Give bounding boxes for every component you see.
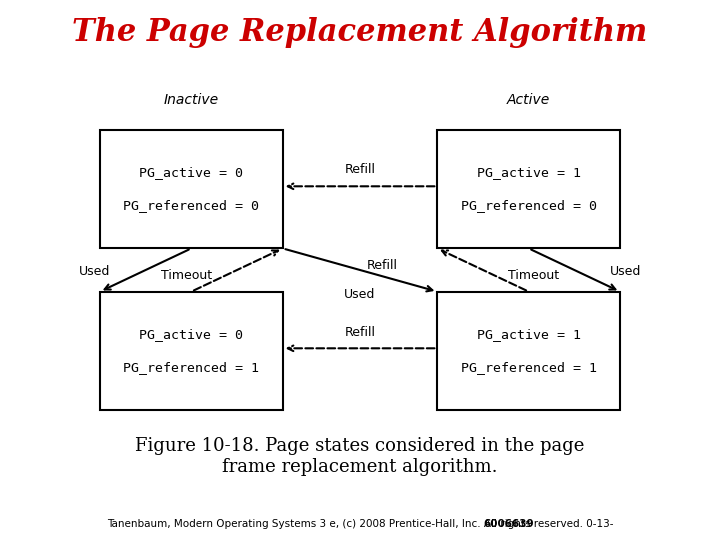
Text: Refill: Refill bbox=[344, 163, 376, 176]
Text: Figure 10-18. Page states considered in the page
frame replacement algorithm.: Figure 10-18. Page states considered in … bbox=[135, 437, 585, 476]
FancyBboxPatch shape bbox=[437, 130, 620, 248]
Text: Active: Active bbox=[507, 93, 550, 107]
Text: Tanenbaum, Modern Operating Systems 3 e, (c) 2008 Prentice-Hall, Inc. All rights: Tanenbaum, Modern Operating Systems 3 e,… bbox=[107, 519, 613, 529]
Text: PG_referenced = 0: PG_referenced = 0 bbox=[123, 199, 259, 212]
Text: Used: Used bbox=[79, 265, 111, 278]
Text: PG_referenced = 1: PG_referenced = 1 bbox=[461, 361, 597, 374]
Text: PG_active = 1: PG_active = 1 bbox=[477, 166, 580, 179]
Text: PG_active = 0: PG_active = 0 bbox=[140, 166, 243, 179]
Text: Timeout: Timeout bbox=[161, 269, 212, 282]
Text: Timeout: Timeout bbox=[508, 269, 559, 282]
Text: Refill: Refill bbox=[367, 259, 398, 272]
Text: Used: Used bbox=[609, 265, 641, 278]
Text: Inactive: Inactive bbox=[163, 93, 219, 107]
Text: PG_active = 1: PG_active = 1 bbox=[477, 328, 580, 341]
Text: PG_referenced = 1: PG_referenced = 1 bbox=[123, 361, 259, 374]
Text: Used: Used bbox=[344, 288, 376, 301]
FancyBboxPatch shape bbox=[100, 292, 283, 410]
Text: PG_referenced = 0: PG_referenced = 0 bbox=[461, 199, 597, 212]
Text: 6006639: 6006639 bbox=[484, 519, 534, 529]
Text: Refill: Refill bbox=[344, 326, 376, 339]
FancyBboxPatch shape bbox=[100, 130, 283, 248]
Text: The Page Replacement Algorithm: The Page Replacement Algorithm bbox=[73, 17, 647, 48]
Text: PG_active = 0: PG_active = 0 bbox=[140, 328, 243, 341]
FancyBboxPatch shape bbox=[437, 292, 620, 410]
